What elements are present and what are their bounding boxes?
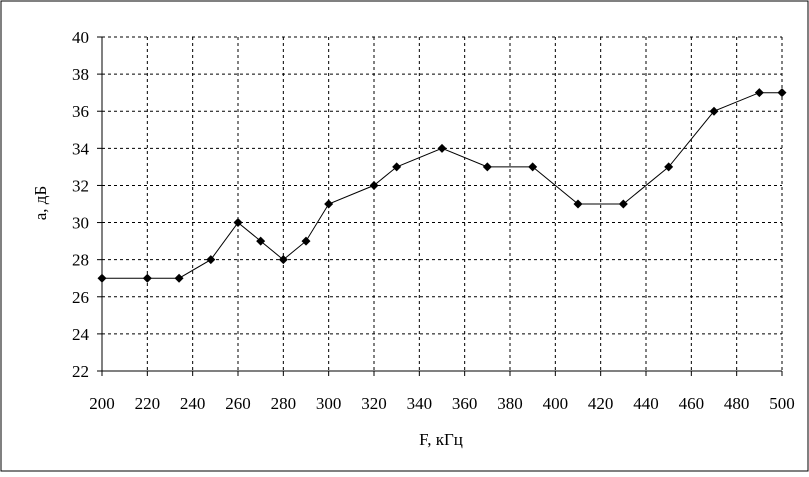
x-tick-label: 500 [769,394,795,413]
data-point [392,162,402,172]
x-tick-label: 380 [497,394,523,413]
data-point [754,88,764,98]
y-tick-label: 26 [72,288,89,307]
y-axis-label: a, дБ [31,186,50,220]
data-point [709,106,719,116]
data-point [142,273,152,283]
data-point [573,199,583,209]
x-tick-label: 420 [588,394,614,413]
y-tick-label: 38 [72,65,89,84]
data-point [301,236,311,246]
x-tick-label: 260 [225,394,251,413]
data-point [324,199,334,209]
y-tick-label: 32 [72,176,89,195]
grid [102,37,782,371]
data-point [206,255,216,265]
y-tick-label: 36 [72,102,89,121]
y-tick-label: 40 [72,28,89,47]
y-tick-label: 22 [72,362,89,381]
x-tick-label: 460 [679,394,705,413]
data-point [97,273,107,283]
y-tick-label: 24 [72,325,90,344]
data-point [437,143,447,153]
x-tick-label: 220 [135,394,161,413]
x-tick-label: 480 [724,394,750,413]
x-tick-label: 300 [316,394,342,413]
data-point [777,88,787,98]
data-point [369,180,379,190]
data-point [233,218,243,228]
x-tick-label: 400 [543,394,569,413]
data-point [256,236,266,246]
x-tick-label: 340 [407,394,433,413]
y-tick-label: 30 [72,214,89,233]
y-tick-label: 28 [72,251,89,270]
axis-ticks: 200 220 240 260 280 300 320 340 360 380 400 420 440 4… [72,28,795,413]
y-tick-label: 34 [72,139,90,158]
x-tick-label: 360 [452,394,478,413]
x-axis-label: F, кГц [419,430,463,449]
data-point [618,199,628,209]
series-polyline [102,92,782,279]
data-markers [97,88,787,283]
data-point [528,162,538,172]
x-tick-label: 200 [89,394,115,413]
data-point [482,162,492,172]
x-tick-label: 280 [271,394,297,413]
x-tick-label: 440 [633,394,659,413]
data-point [174,273,184,283]
data-point [278,255,288,265]
data-point [664,162,674,172]
series-line [102,92,782,279]
x-tick-label: 240 [180,394,206,413]
x-tick-label: 320 [361,394,387,413]
